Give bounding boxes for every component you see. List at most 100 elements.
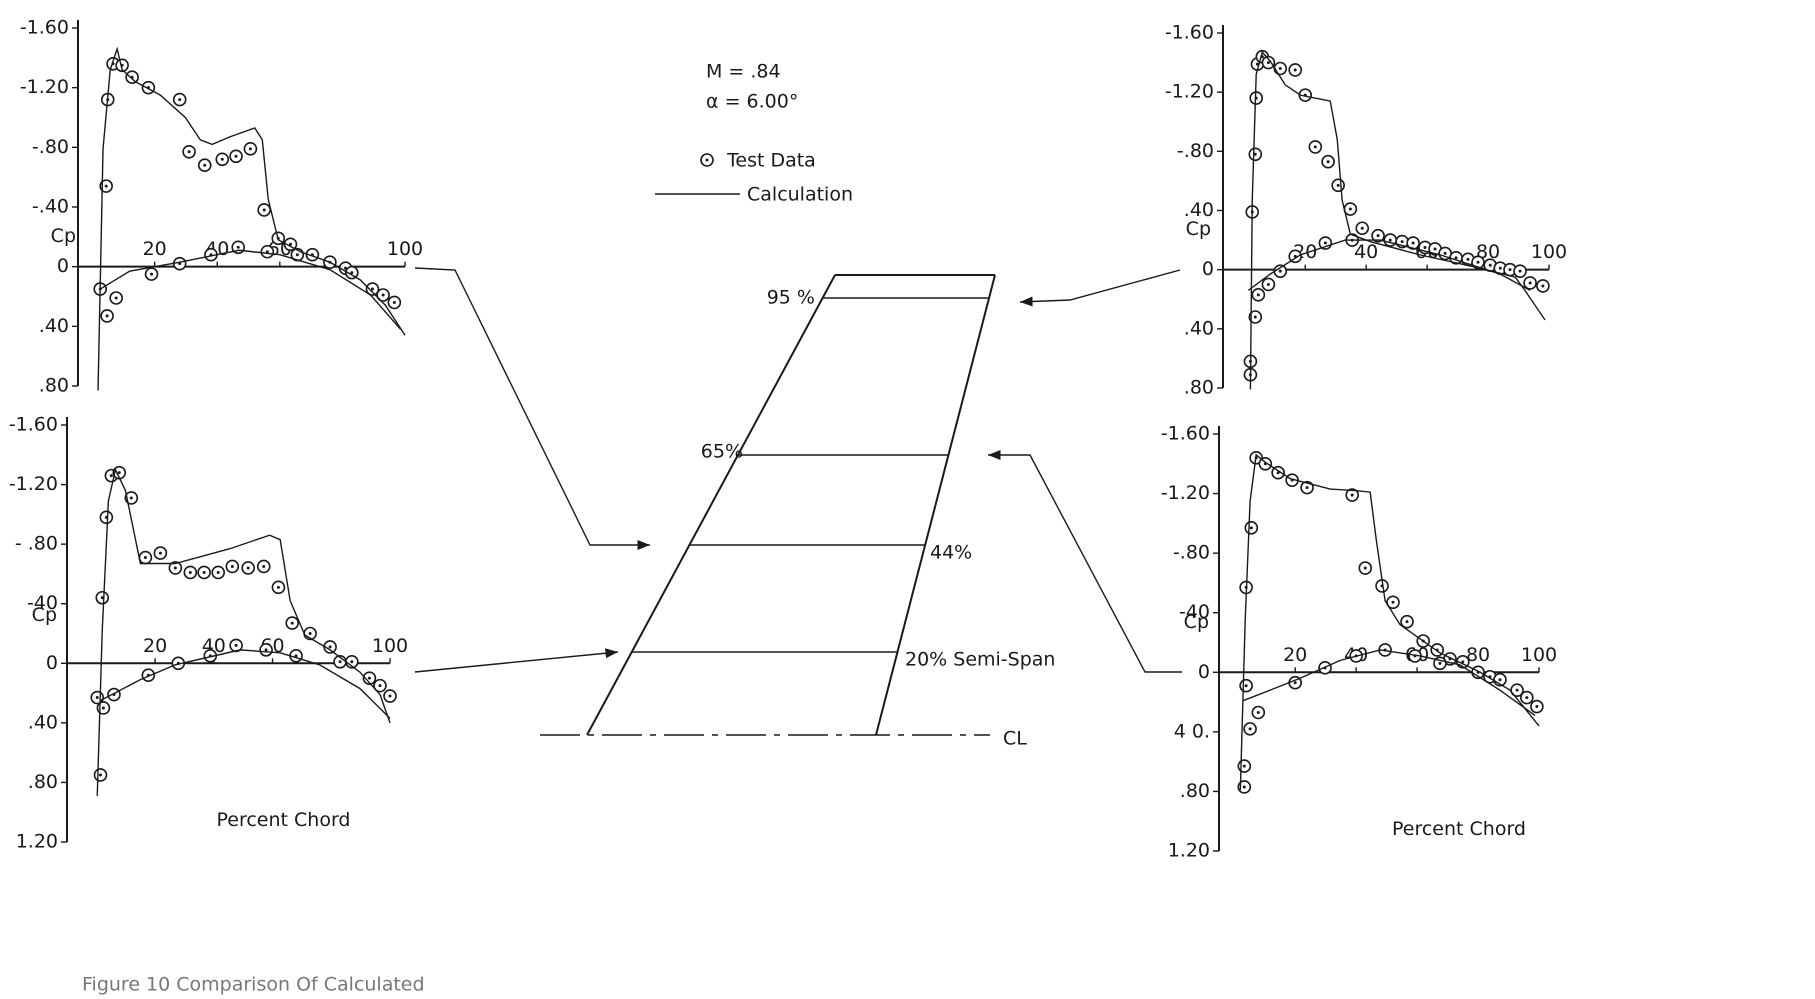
test-point-dot [114, 296, 118, 300]
test-point-dot [109, 474, 113, 478]
test-point-dot [381, 293, 385, 297]
legend-marker-dot [705, 158, 709, 162]
test-point-dot [367, 676, 371, 680]
y-tick-label: -.40 [32, 196, 69, 218]
station-label: 44% [930, 542, 972, 564]
test-point-dot [1515, 688, 1519, 692]
x-tick-label: 80 [1466, 644, 1490, 666]
test-point-dot [178, 98, 182, 102]
y-tick-label: 0 [1198, 661, 1210, 683]
y-tick-label: -.80 [32, 136, 69, 158]
test-point-dot [101, 706, 105, 710]
y-tick-label: -40 [27, 592, 58, 614]
legend-marker [700, 153, 714, 167]
test-point-dot [308, 632, 312, 635]
x-tick-label: 20 [143, 635, 167, 657]
test-point-dot [104, 184, 108, 188]
test-point-dot [378, 684, 382, 688]
test-point-dot [262, 564, 266, 568]
leading-edge [586, 274, 836, 736]
test-point-dot [1360, 226, 1364, 230]
test-point-dot [1244, 684, 1248, 688]
test-point-dot [350, 271, 354, 275]
test-point-dot [220, 157, 224, 161]
y-tick-label: 0 [57, 255, 69, 277]
y-tick-label: -40 [1179, 601, 1210, 623]
y-tick-label: -.80 [1173, 542, 1210, 564]
test-point-dot [1249, 526, 1253, 530]
y-axis-label: Cp [51, 225, 76, 247]
station-label: 65% [701, 441, 743, 463]
test-point-dot [1326, 160, 1330, 164]
y-tick-label: -1.20 [9, 473, 58, 495]
trailing-edge [875, 274, 996, 736]
test-point-dot [1293, 681, 1297, 685]
test-point-dot [1411, 241, 1415, 245]
test-point-dot [1336, 183, 1340, 187]
test-point-dot [262, 208, 266, 212]
test-point-dot [188, 570, 192, 574]
y-tick-label: -.80 [1177, 140, 1214, 162]
test-point-dot [143, 556, 147, 560]
y-tick-label: -1.60 [20, 17, 69, 39]
test-point-dot [1363, 566, 1367, 570]
station-label: 20% Semi-Span [905, 649, 1055, 671]
y-axis-label: Cp [1184, 611, 1209, 633]
y-axis-label: Cp [32, 604, 57, 626]
test-point-dot [1438, 661, 1442, 665]
test-point-dot [1242, 764, 1246, 768]
arrow [988, 449, 1182, 673]
y-tick-label: -1.20 [1165, 81, 1214, 103]
test-point-dot [1433, 247, 1437, 251]
test-point-dot [1350, 493, 1354, 497]
test-point-dot [202, 570, 206, 574]
test-point-dot [1498, 266, 1502, 270]
test-point-dot [1391, 600, 1395, 604]
test-point-dot [234, 643, 238, 647]
y-tick-label: .40 [1184, 199, 1214, 221]
calculation-line [1239, 453, 1540, 790]
arrow [414, 648, 619, 673]
y-tick-label: 0 [1202, 258, 1214, 280]
calculation-line [100, 649, 391, 719]
test-point-dot [248, 147, 252, 151]
test-point-dot [246, 566, 250, 570]
test-point-dot [338, 660, 342, 664]
x-tick-label: 20 [143, 238, 167, 260]
test-point-dot [388, 694, 392, 698]
test-point-dot [95, 696, 99, 700]
test-point-dot [328, 645, 332, 649]
test-point-dot [1488, 263, 1492, 267]
calculation-line [99, 249, 402, 330]
test-point-dot [158, 551, 162, 555]
test-point-dot [100, 596, 104, 600]
test-point-dot [1348, 207, 1352, 211]
test-point-dot [264, 648, 268, 652]
test-point-dot [117, 471, 121, 475]
calculation-line [1247, 239, 1531, 291]
test-point-dot [1305, 486, 1309, 490]
test-point-dot [288, 242, 292, 246]
test-point-dot [265, 250, 269, 254]
test-point-dot [1476, 260, 1480, 264]
y-tick-label: .40 [39, 315, 69, 337]
test-point-dot [1256, 293, 1260, 297]
y-tick-label: .40 [1184, 317, 1214, 339]
test-point-dot [1256, 710, 1260, 714]
x-tick-label: 100 [1521, 644, 1557, 666]
y-tick-label: -1.20 [1161, 482, 1210, 504]
y-tick-label: .80 [39, 375, 69, 397]
test-point-dot [1528, 281, 1532, 285]
test-point-dot [1323, 241, 1327, 245]
test-point-dot [234, 154, 238, 158]
test-point-dot [1293, 68, 1297, 72]
test-point-dot [1278, 269, 1282, 273]
legend-test-data: Test Data [726, 150, 816, 172]
test-point-dot [1266, 61, 1270, 65]
test-point-dot [1388, 238, 1392, 242]
test-point-dot [187, 150, 191, 154]
calculation-line [96, 467, 391, 796]
caption: Figure 10 Comparison Of Calculated [82, 974, 425, 996]
y-tick-label: .40 [28, 711, 58, 733]
test-point-dot [295, 253, 299, 257]
